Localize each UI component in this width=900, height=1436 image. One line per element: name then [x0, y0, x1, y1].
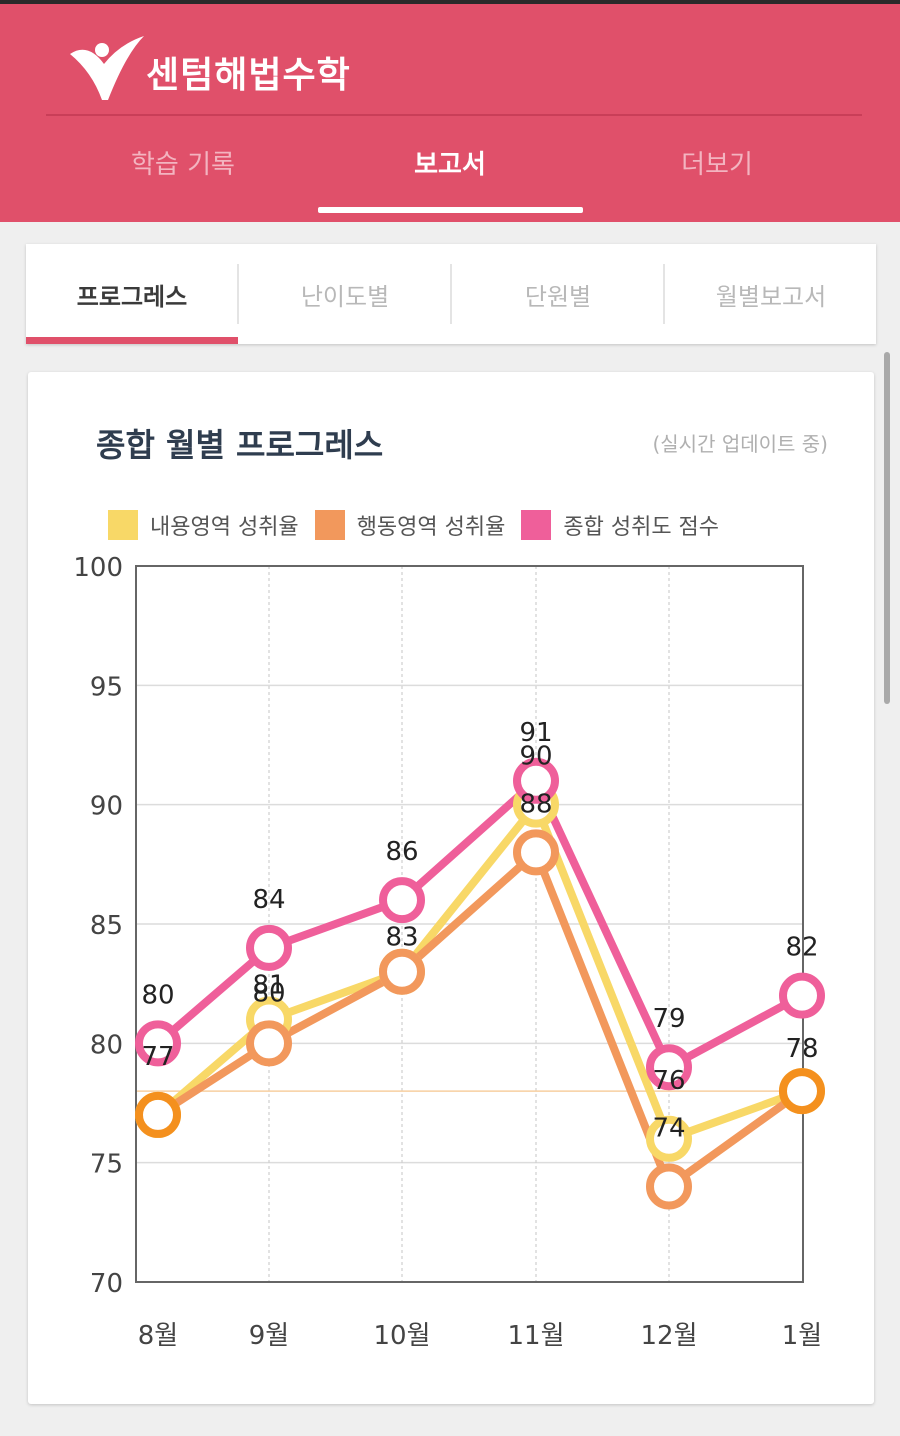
data-label: 80 [252, 978, 285, 1008]
data-point-overall [379, 877, 425, 924]
tab-more[interactable]: 더보기 [681, 150, 753, 180]
plot-border [135, 565, 804, 1283]
header-divider [46, 114, 862, 116]
data-point-behavior [779, 1068, 825, 1115]
legend-label: 행동영역 성취율 [356, 515, 506, 540]
y-tick-label: 70 [90, 1269, 123, 1299]
legend-label: 내용영역 성취율 [150, 515, 299, 540]
status-strip [0, 0, 900, 4]
data-label: 83 [385, 923, 418, 953]
subtab-unit[interactable]: 단원별 [524, 282, 592, 311]
data-label: 76 [652, 1066, 685, 1096]
data-point-behavior [379, 948, 425, 995]
data-point-content [646, 1115, 692, 1162]
app-title: 센텀해법수학 [146, 55, 351, 96]
legend-swatch [108, 510, 138, 540]
legend-item-content: 내용영역 성취율 [108, 509, 299, 541]
data-label: 79 [652, 1004, 685, 1034]
data-point-behavior [646, 1163, 692, 1210]
card-title: 종합 월별 프로그레스 [96, 426, 384, 464]
data-point-overall [513, 757, 559, 804]
y-tick-label: 75 [90, 1150, 123, 1180]
data-label: 78 [785, 1034, 818, 1064]
subtab-divider [450, 264, 452, 324]
y-tick-label: 100 [73, 553, 123, 583]
legend-label: 종합 성취도 점수 [563, 515, 720, 540]
legend-item-overall: 종합 성취도 점수 [521, 509, 719, 541]
subtab-divider [663, 264, 665, 324]
subtab-difficulty[interactable]: 난이도별 [300, 282, 390, 311]
logo-icon [70, 36, 144, 100]
data-point-overall [246, 924, 292, 971]
report-subtabs: 프로그레스 난이도별 단원별 월별보고서 [26, 244, 876, 344]
data-label: 82 [785, 933, 818, 963]
data-label: 91 [519, 718, 552, 748]
data-label: 80 [141, 980, 174, 1010]
chart-legend: 내용영역 성취율 행동영역 성취율 종합 성취도 점수 [108, 508, 735, 542]
data-label: 90 [519, 742, 552, 772]
main-tab-indicator [318, 207, 583, 213]
data-point-behavior [513, 829, 559, 876]
data-label: 74 [652, 1114, 685, 1144]
x-tick-label: 10월 [373, 1321, 430, 1351]
x-tick-label: 1월 [782, 1321, 822, 1351]
progress-line-chart: 100 95 90 85 80 75 70 8월 9월 10월 11월 12월 1월 81 83 90 76 77… [73, 553, 825, 1351]
subtab-indicator [26, 337, 238, 344]
update-note: (실시간 업데이트 중) [652, 432, 828, 456]
tab-report[interactable]: 보고서 [414, 150, 486, 180]
legend-item-behavior: 행동영역 성취율 [314, 509, 506, 541]
y-tick-label: 95 [90, 672, 123, 702]
legend-swatch [521, 510, 552, 540]
data-label: 81 [252, 970, 285, 1000]
legend-swatch [314, 510, 345, 540]
series-line-overall [154, 776, 806, 1072]
x-tick-label: 9월 [249, 1321, 289, 1351]
data-label: 77 [141, 1042, 174, 1072]
data-point-behavior [246, 1020, 292, 1067]
data-label: 86 [385, 837, 418, 867]
y-tick-label: 90 [90, 792, 123, 822]
subtab-monthly-report[interactable]: 월별보고서 [715, 282, 827, 311]
x-tick-label: 8월 [138, 1321, 178, 1351]
subtab-divider [237, 264, 239, 324]
data-label: 84 [252, 885, 285, 915]
x-tick-label: 11월 [507, 1321, 564, 1351]
subtab-progress[interactable]: 프로그레스 [76, 282, 188, 311]
app-header: 센텀해법수학 학습 기록 보고서 더보기 [0, 4, 900, 222]
tab-study-history[interactable]: 학습 기록 [131, 150, 235, 180]
progress-card: 종합 월별 프로그레스 (실시간 업데이트 중) 내용영역 성취율 행동영역 성… [28, 372, 874, 1404]
x-tick-label: 12월 [640, 1321, 697, 1351]
data-point-overall [646, 1044, 692, 1091]
data-label: 88 [519, 789, 552, 819]
data-point-overall [779, 972, 825, 1019]
data-point-behavior [135, 1091, 181, 1138]
data-point-overall [135, 1020, 181, 1067]
scrollbar[interactable] [884, 352, 890, 704]
y-tick-label: 80 [90, 1030, 123, 1060]
y-tick-label: 85 [90, 911, 123, 941]
